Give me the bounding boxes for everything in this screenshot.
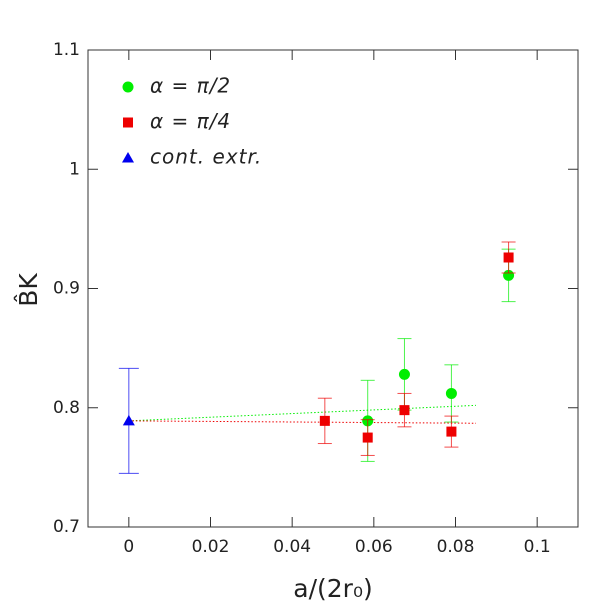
point [399,405,410,416]
x-tick-label: 0.08 [437,537,475,557]
point [319,415,330,426]
y-axis-label: B̂K [14,273,43,307]
legend-marker [122,81,134,93]
point [446,426,457,437]
point [503,252,514,263]
fit-line [128,420,476,424]
y-tick-label: 0.7 [53,517,80,537]
legend-label: α = π/2 [150,74,231,98]
legend-marker [122,152,134,163]
x-tick-label: 0.02 [192,537,230,557]
fit-line [128,404,476,422]
y-tick-label: 0.8 [53,398,80,418]
y-tick-label: 1.1 [53,40,80,60]
y-tick-label: 1 [69,159,80,179]
point [362,432,373,443]
x-tick-label: 0.04 [273,537,311,557]
legend-marker [123,117,133,128]
legend-label: cont. extr. [150,145,262,169]
legend-label: α = π/4 [150,109,231,133]
point [122,414,135,426]
x-axis-label: a/(2r₀) [293,574,372,603]
y-tick-label: 0.9 [53,279,80,299]
x-tick-label: 0 [123,537,134,557]
x-tick-label: 0.1 [524,537,551,557]
point [445,387,457,399]
x-tick-label: 0.06 [355,537,393,557]
point [398,368,410,380]
